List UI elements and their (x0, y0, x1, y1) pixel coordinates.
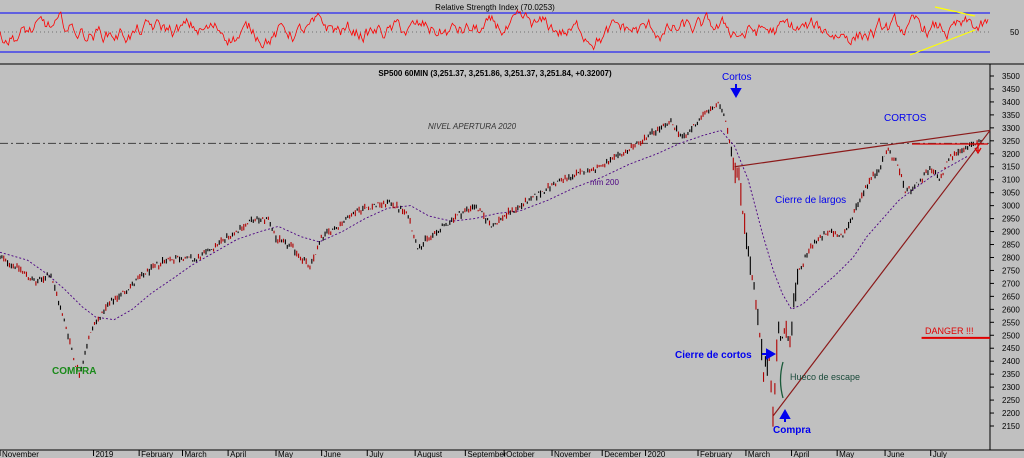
y-tick-label: 2850 (1002, 241, 1020, 250)
y-tick-label: 2750 (1002, 266, 1020, 275)
y-tick-label: 2700 (1002, 279, 1020, 288)
x-tick-label: June (887, 450, 905, 458)
annotation-compra-bottom: Compra (773, 425, 811, 436)
y-tick-label: 2350 (1002, 370, 1020, 379)
arrow-down-red-icon (974, 143, 982, 155)
x-tick-label: February (700, 450, 732, 458)
y-tick-label: 2450 (1002, 344, 1020, 353)
rsi-line (0, 9, 989, 51)
x-tick-label: December (604, 450, 641, 458)
y-tick-label: 3050 (1002, 189, 1020, 198)
annotation-cierre-largos: Cierre de largos (775, 195, 846, 206)
ma200-line (0, 129, 968, 321)
x-tick-label: November (554, 450, 591, 458)
y-tick-label: 3100 (1002, 176, 1020, 185)
x-tick-label: March (184, 450, 206, 458)
annotation-cortos-top: Cortos (722, 72, 751, 83)
y-tick-label: 3500 (1002, 72, 1020, 81)
rsi-channel-lower (909, 29, 976, 56)
annotation-compra-left: COMPRA (52, 366, 96, 377)
price-title: SP500 60MIN (3,251.37, 3,251.86, 3,251.3… (378, 69, 612, 78)
rsi-title: Relative Strength Index (70.0253) (435, 3, 555, 12)
arrow-down-icon (730, 84, 742, 99)
y-tick-label: 2900 (1002, 228, 1020, 237)
annotation-cortos-right: CORTOS (884, 113, 927, 124)
y-tick-label: 3250 (1002, 137, 1020, 146)
nivel-apertura-2020-label: NIVEL APERTURA 2020 (428, 122, 517, 131)
price-bars (0, 101, 982, 427)
price-panel: SP500 60MIN (3,251.37, 3,251.86, 3,251.3… (0, 64, 1024, 458)
x-tick-label: April (230, 450, 246, 458)
y-tick-label: 2500 (1002, 331, 1020, 340)
y-tick-label: 2550 (1002, 318, 1020, 327)
arrow-up-icon (779, 408, 791, 422)
y-tick-label: 2400 (1002, 357, 1020, 366)
x-tick-label: February (141, 450, 173, 458)
annotation-hueco: Hueco de escape (790, 372, 860, 382)
y-tick-label: 2650 (1002, 292, 1020, 301)
y-tick-label: 3300 (1002, 124, 1020, 133)
y-tick-label: 2200 (1002, 409, 1020, 418)
gap-bracket (779, 361, 784, 399)
y-axis: 3500 3450 3400 3350 3300 3250 3200 3150 3100 3050… (990, 72, 1020, 431)
rsi-axis-label: 50 (1010, 28, 1019, 37)
y-tick-label: 3200 (1002, 150, 1020, 159)
lower-trendline (772, 130, 991, 416)
rsi-channel-upper (934, 6, 976, 17)
arrow-right-icon (762, 348, 777, 360)
y-tick-label: 2950 (1002, 215, 1020, 224)
x-tick-label: November (2, 450, 39, 458)
y-tick-label: 2300 (1002, 383, 1020, 392)
upper-trendline (734, 129, 991, 168)
x-tick-label: May (278, 450, 293, 458)
ma200-label: mm 200 (590, 178, 619, 187)
x-tick-label: May (839, 450, 854, 458)
x-tick-label: July (369, 450, 383, 458)
x-tick-label: August (417, 450, 443, 458)
rsi-panel: Relative Strength Index (70.0253) 50 (0, 3, 1024, 65)
y-tick-label: 2150 (1002, 422, 1020, 431)
x-tick-label: June (324, 450, 342, 458)
x-tick-label: March (748, 450, 770, 458)
x-tick-label: October (506, 450, 535, 458)
x-tick-label: July (933, 450, 947, 458)
y-tick-label: 2600 (1002, 305, 1020, 314)
y-tick-label: 3450 (1002, 85, 1020, 94)
x-tick-label: 2020 (648, 450, 666, 458)
x-tick-label: September (467, 450, 506, 458)
x-tick-label: April (794, 450, 810, 458)
y-tick-label: 2800 (1002, 253, 1020, 262)
y-tick-label: 2250 (1002, 396, 1020, 405)
annotation-danger: DANGER !!! (925, 326, 974, 336)
y-tick-label: 3350 (1002, 111, 1020, 120)
y-tick-label: 3000 (1002, 202, 1020, 211)
annotation-cierre-cortos: Cierre de cortos (675, 350, 752, 361)
x-tick-label: 2019 (96, 450, 114, 458)
y-tick-label: 3400 (1002, 98, 1020, 107)
x-axis: November 2019 February March April May June Jul… (0, 450, 947, 458)
y-tick-label: 3150 (1002, 163, 1020, 172)
